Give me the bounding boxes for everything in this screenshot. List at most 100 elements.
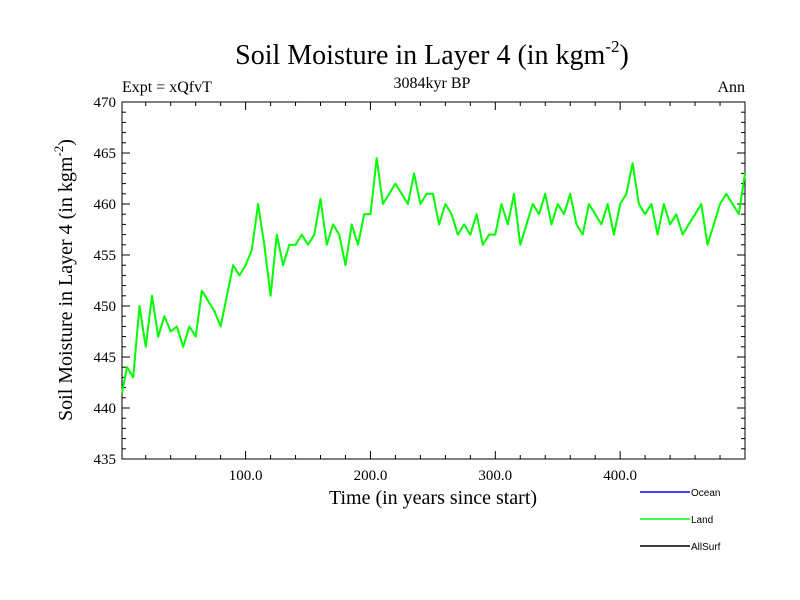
data-point (176, 325, 178, 328)
data-point (344, 264, 347, 267)
data-point (719, 203, 721, 205)
data-point (207, 300, 209, 302)
y-axis: 435 440 445 450 455 460 465 470 (94, 95, 745, 468)
data-point (469, 233, 472, 236)
x-tick-label: 300.0 (478, 468, 512, 484)
data-point (538, 213, 540, 215)
data-point (581, 233, 584, 236)
data-point (157, 335, 159, 338)
data-point (594, 213, 596, 215)
data-point (232, 264, 234, 267)
data-point (121, 391, 123, 394)
x-tick-label: 100.0 (229, 468, 263, 484)
data-point (307, 244, 309, 246)
y-tick-label: 465 (94, 146, 117, 162)
series-layer (121, 157, 746, 394)
data-point (144, 346, 147, 348)
data-point (457, 233, 459, 236)
data-point (500, 203, 503, 205)
data-point (201, 289, 203, 292)
data-point (382, 203, 384, 205)
data-point (463, 223, 465, 226)
legend-label-allsurf: AllSurf (691, 542, 721, 553)
data-point (226, 295, 228, 297)
data-point (663, 203, 665, 205)
data-point (213, 310, 216, 312)
data-point (182, 346, 184, 348)
data-point (507, 223, 509, 226)
data-point (488, 233, 490, 236)
y-tick-label: 470 (94, 95, 117, 111)
data-point (194, 335, 197, 338)
data-point (263, 244, 266, 246)
data-point (257, 203, 259, 205)
data-point (700, 203, 703, 205)
data-point (713, 223, 715, 226)
data-point (394, 182, 397, 185)
data-point (600, 223, 603, 226)
y-axis-label-close: ) (55, 139, 77, 146)
y-axis-label-sup: -2 (51, 146, 66, 157)
data-point (282, 264, 284, 267)
data-point (338, 233, 341, 236)
data-point (631, 162, 634, 164)
data-point (276, 233, 278, 236)
y-tick-label: 435 (94, 452, 117, 468)
data-point (569, 193, 571, 195)
data-point (400, 193, 403, 195)
data-point (482, 244, 484, 246)
data-point (669, 223, 671, 226)
data-point (244, 264, 247, 267)
x-tick-label: 400.0 (603, 468, 637, 484)
data-point (532, 203, 534, 205)
y-axis-label: Soil Moisture in Layer 4 (in kgm-2) (51, 139, 77, 421)
data-point (544, 193, 546, 195)
data-point (513, 193, 515, 195)
data-point (288, 244, 291, 246)
y-tick-label: 460 (94, 197, 117, 213)
data-point (588, 203, 590, 205)
data-point (313, 233, 316, 236)
data-point (169, 330, 172, 333)
data-point (138, 305, 141, 307)
data-point (525, 223, 528, 226)
data-point (656, 233, 659, 236)
data-point (126, 366, 128, 369)
x-axis-label: Time (in years since start) (329, 487, 537, 509)
data-point (688, 223, 690, 226)
data-point (563, 213, 565, 215)
data-point (294, 244, 297, 246)
data-point (419, 203, 422, 205)
data-point (319, 198, 322, 200)
legend: Ocean Land AllSurf (640, 488, 721, 553)
plot-frame (121, 101, 746, 460)
data-point (613, 233, 615, 236)
data-point (725, 193, 728, 195)
data-point (301, 233, 303, 236)
data-point (432, 193, 434, 195)
data-point (332, 223, 334, 226)
chart-title-sup: -2 (605, 37, 619, 56)
data-point (151, 295, 153, 297)
legend-label-land: Land (691, 515, 713, 526)
data-point (425, 193, 428, 195)
data-point (132, 376, 134, 379)
data-point (706, 244, 709, 246)
y-tick-label: 440 (94, 401, 117, 417)
y-axis-label-main: Soil Moisture in Layer 4 (in kgm (55, 156, 77, 421)
data-point (357, 244, 359, 246)
chart-title-main: Soil Moisture in Layer 4 (in kgm (235, 40, 605, 71)
data-point (269, 295, 272, 297)
data-point (238, 274, 241, 277)
y-tick-label: 455 (94, 248, 117, 264)
y-tick-label: 450 (94, 299, 117, 315)
data-point (738, 213, 740, 215)
data-point (731, 203, 734, 205)
data-point (163, 315, 166, 318)
data-point (450, 213, 453, 215)
x-axis: 100.0 200.0 300.0 400.0 (145, 102, 721, 484)
y-tick-label: 445 (94, 350, 117, 366)
legend-label-ocean: Ocean (691, 488, 720, 499)
data-point (438, 223, 440, 226)
